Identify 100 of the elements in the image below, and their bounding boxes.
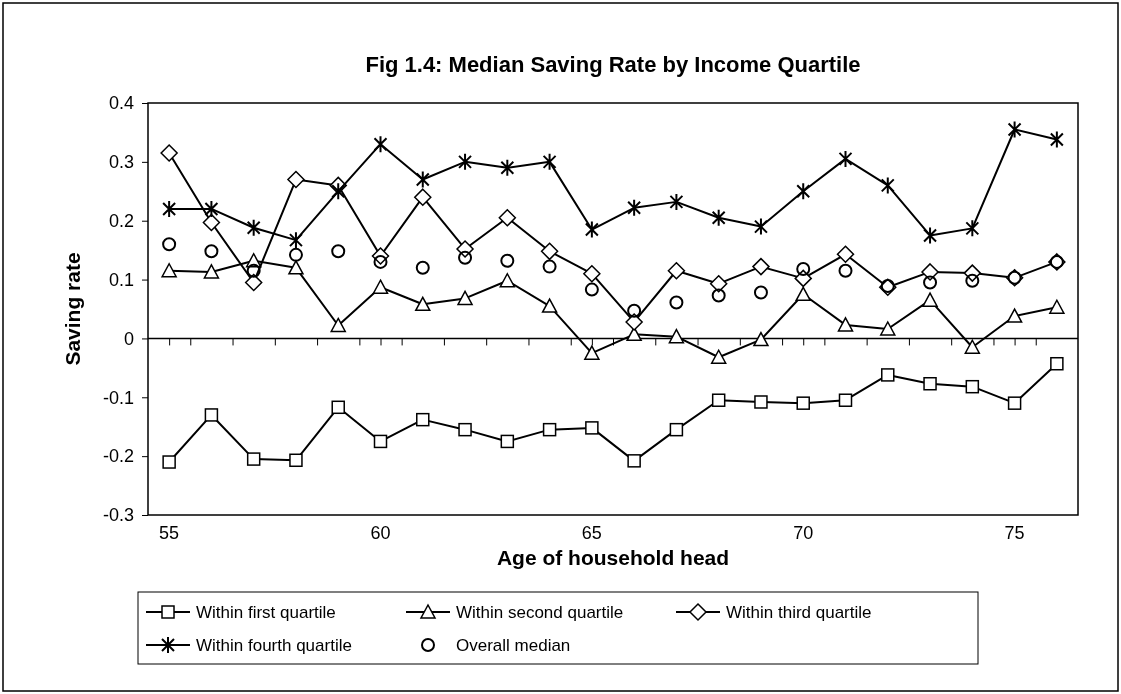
point bbox=[584, 282, 599, 297]
x-tick-label: 70 bbox=[793, 523, 814, 543]
point bbox=[287, 170, 305, 189]
point bbox=[880, 176, 895, 195]
point bbox=[965, 273, 980, 288]
legend-label: Within first quartile bbox=[196, 603, 336, 622]
y-tick-label: -0.2 bbox=[102, 446, 134, 467]
point bbox=[500, 434, 515, 449]
point bbox=[753, 217, 768, 236]
point bbox=[372, 279, 389, 294]
chart-title: Fig 1.4: Median Saving Rate by Income Quartile bbox=[365, 52, 861, 77]
point bbox=[542, 422, 557, 437]
x-tick-label: 65 bbox=[581, 523, 602, 543]
point bbox=[667, 261, 686, 280]
point bbox=[754, 395, 768, 409]
point bbox=[881, 368, 895, 382]
legend-label: Within third quartile bbox=[726, 603, 872, 622]
point bbox=[795, 286, 811, 302]
point bbox=[288, 247, 303, 262]
point bbox=[669, 192, 684, 211]
point bbox=[836, 245, 855, 264]
point bbox=[838, 149, 853, 168]
point bbox=[753, 331, 769, 347]
point bbox=[585, 421, 599, 435]
y-tick-label: -0.1 bbox=[102, 387, 134, 408]
point bbox=[922, 292, 938, 307]
point bbox=[838, 393, 853, 407]
y-axis-title: Saving rate bbox=[61, 252, 84, 366]
point bbox=[414, 188, 432, 206]
y-tick-label: 0.4 bbox=[108, 93, 134, 114]
point bbox=[415, 296, 431, 312]
point bbox=[796, 261, 811, 276]
point bbox=[162, 199, 177, 218]
point bbox=[1006, 308, 1023, 323]
point bbox=[416, 412, 430, 427]
point bbox=[711, 208, 726, 227]
point bbox=[710, 349, 727, 365]
point bbox=[880, 321, 896, 336]
point bbox=[752, 257, 770, 276]
point bbox=[160, 144, 178, 162]
point bbox=[373, 135, 388, 154]
point bbox=[669, 422, 684, 437]
point bbox=[923, 275, 938, 290]
point bbox=[204, 244, 219, 259]
point bbox=[542, 259, 557, 274]
point bbox=[584, 220, 599, 239]
point bbox=[288, 260, 304, 275]
point bbox=[458, 250, 473, 265]
x-axis-title: Age of household head bbox=[496, 546, 730, 569]
point bbox=[923, 226, 938, 245]
y-tick-label: 0 bbox=[123, 328, 134, 349]
point bbox=[584, 345, 600, 360]
y-tick-label: 0.3 bbox=[108, 152, 134, 173]
x-tick-label: 75 bbox=[1004, 523, 1025, 543]
point bbox=[540, 242, 559, 261]
point bbox=[1050, 356, 1064, 371]
point bbox=[246, 218, 261, 237]
point bbox=[500, 253, 515, 268]
point bbox=[627, 198, 642, 217]
point bbox=[1007, 120, 1022, 139]
point bbox=[331, 400, 345, 415]
point bbox=[162, 455, 176, 469]
point bbox=[244, 273, 263, 292]
point bbox=[162, 237, 177, 252]
point bbox=[498, 209, 517, 227]
point bbox=[542, 152, 557, 171]
point bbox=[1049, 299, 1065, 314]
point bbox=[627, 303, 642, 318]
point bbox=[965, 379, 980, 394]
point bbox=[837, 317, 854, 332]
point bbox=[204, 199, 219, 218]
point bbox=[1049, 130, 1064, 149]
point bbox=[1007, 396, 1022, 410]
point bbox=[203, 264, 220, 279]
point bbox=[289, 453, 303, 468]
point bbox=[499, 273, 516, 288]
legend-label: Within fourth quartile bbox=[196, 636, 352, 655]
point bbox=[161, 262, 177, 278]
point bbox=[627, 454, 641, 468]
point bbox=[204, 408, 219, 422]
y-tick-label: 0.2 bbox=[108, 210, 134, 231]
legend-label: Within second quartile bbox=[456, 603, 624, 622]
point bbox=[415, 260, 430, 275]
point bbox=[541, 298, 558, 313]
point bbox=[331, 244, 346, 259]
point bbox=[500, 158, 515, 177]
point bbox=[458, 152, 473, 171]
x-tick-label: 60 bbox=[370, 523, 391, 543]
point bbox=[709, 274, 728, 293]
legend-label: Overall median bbox=[456, 636, 571, 655]
y-tick-label: 0.1 bbox=[108, 269, 134, 290]
point bbox=[246, 452, 261, 466]
point bbox=[796, 396, 810, 410]
point bbox=[330, 317, 346, 333]
y-tick-label: -0.3 bbox=[102, 505, 134, 526]
point bbox=[669, 295, 684, 310]
point bbox=[711, 288, 726, 303]
point bbox=[964, 339, 981, 355]
point bbox=[753, 285, 768, 300]
point bbox=[583, 264, 601, 283]
